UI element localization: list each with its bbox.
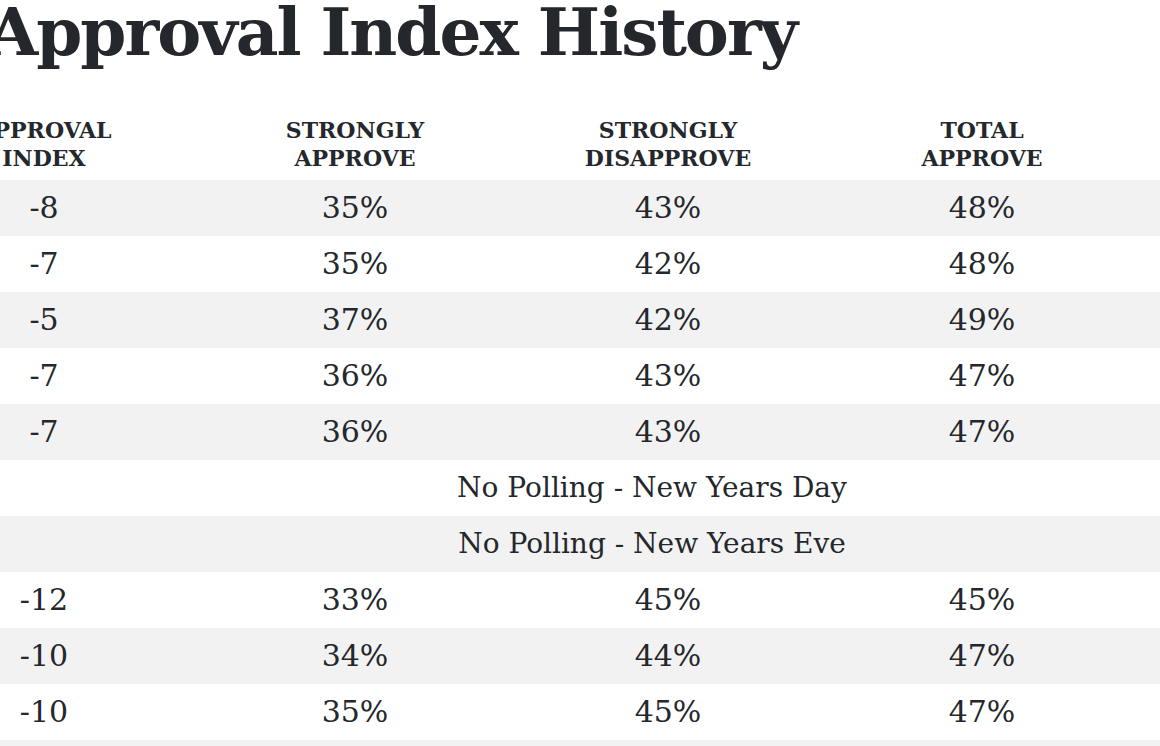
table-row: -5 37% 42% 49%: [0, 292, 1160, 348]
total-approve-cell: 49%: [949, 305, 1016, 335]
approval-index-cell: -7: [29, 361, 58, 391]
strongly-approve-cell: 35%: [322, 193, 389, 223]
column-header-strongly-approve: STRONGLY APPROVE: [286, 116, 424, 172]
page: { "page": { "title": "Approval Index His…: [0, 0, 1160, 746]
table-row: -12 33% 45% 45%: [0, 572, 1160, 628]
approval-index-cell: -10: [20, 697, 68, 727]
strongly-approve-cell: 37%: [322, 305, 389, 335]
table-row: -7 35% 42% 48%: [0, 236, 1160, 292]
table-row: -8 35% 43% 48%: [0, 180, 1160, 236]
approval-index-cell: -5: [29, 305, 58, 335]
strongly-approve-cell: 35%: [322, 249, 389, 279]
approval-index-cell: -12: [20, 585, 68, 615]
strongly-disapprove-cell: 42%: [635, 249, 702, 279]
table-row: -7 36% 43% 47%: [0, 404, 1160, 460]
total-approve-cell: 47%: [949, 697, 1016, 727]
total-approve-cell: 47%: [949, 417, 1016, 447]
column-header-strongly-disapprove: STRONGLY DISAPPROVE: [585, 116, 751, 172]
total-approve-cell: 45%: [949, 585, 1016, 615]
strongly-approve-cell: 36%: [322, 417, 389, 447]
strongly-approve-cell: 35%: [322, 697, 389, 727]
strongly-disapprove-cell: 43%: [635, 417, 702, 447]
table-row: -7 36% 43% 47%: [0, 348, 1160, 404]
strongly-approve-cell: 34%: [322, 641, 389, 671]
strongly-approve-cell: 36%: [322, 361, 389, 391]
strongly-disapprove-cell: 43%: [635, 361, 702, 391]
strongly-disapprove-cell: 45%: [635, 585, 702, 615]
strongly-disapprove-cell: 42%: [635, 305, 702, 335]
page-title: Approval Index History: [0, 0, 796, 72]
table-row: -10 34% 44% 47%: [0, 628, 1160, 684]
total-approve-cell: 47%: [949, 641, 1016, 671]
approval-index-cell: -10: [20, 641, 68, 671]
strongly-disapprove-cell: 44%: [635, 641, 702, 671]
total-approve-cell: 48%: [949, 249, 1016, 279]
approval-index-cell: -7: [29, 417, 58, 447]
no-polling-label: No Polling - New Years Day: [457, 474, 847, 502]
table-row: -10 35% 45% 47%: [0, 684, 1160, 740]
approval-index-cell: -8: [29, 193, 58, 223]
column-header-approval-index: APPROVAL INDEX: [0, 116, 112, 172]
total-approve-cell: 47%: [949, 361, 1016, 391]
no-polling-row: No Polling - New Years Day: [0, 460, 1160, 516]
strongly-disapprove-cell: 43%: [635, 193, 702, 223]
strongly-approve-cell: 33%: [322, 585, 389, 615]
partial-row: [0, 740, 1160, 746]
strongly-disapprove-cell: 45%: [635, 697, 702, 727]
total-approve-cell: 48%: [949, 193, 1016, 223]
column-header-total-approve: TOTAL APPROVE: [921, 116, 1042, 172]
no-polling-row: No Polling - New Years Eve: [0, 516, 1160, 572]
no-polling-label: No Polling - New Years Eve: [458, 530, 846, 558]
approval-index-cell: -7: [29, 249, 58, 279]
